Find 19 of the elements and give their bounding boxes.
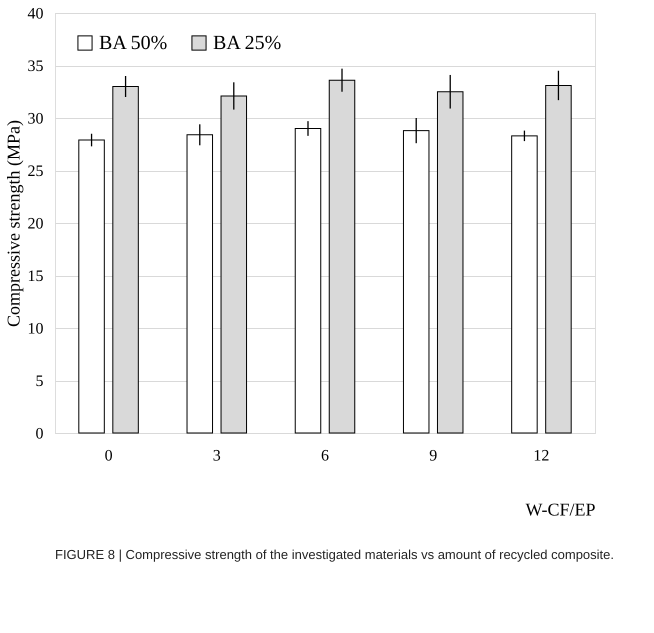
y-tick-label: 20 [28, 216, 44, 232]
legend-label: BA 50% [99, 32, 168, 54]
x-tick-label: 6 [321, 448, 329, 464]
y-tick-label: 0 [36, 426, 44, 442]
x-tick-label: 12 [533, 448, 550, 464]
y-axis-title: Compressive strength (MPa) [4, 120, 24, 327]
y-tick-label: 5 [36, 373, 44, 390]
y-tick-label: 35 [28, 58, 44, 75]
y-tick-label: 25 [28, 163, 44, 180]
x-tick-label: 0 [104, 448, 113, 464]
y-tick-label: 40 [28, 6, 44, 22]
x-axis-title: W-CF/EP [525, 500, 596, 520]
y-tick-label: 30 [28, 110, 44, 128]
y-tick-label: 15 [28, 268, 44, 285]
caption: FIGURE 8 | Compressive strength of the investigated materials vs amount of recycled composite. [55, 547, 614, 562]
y-tick-label: 10 [28, 320, 44, 338]
x-tick-label: 3 [212, 448, 221, 464]
legend-label: BA 25% [213, 32, 282, 54]
x-tick-label: 9 [429, 448, 438, 464]
